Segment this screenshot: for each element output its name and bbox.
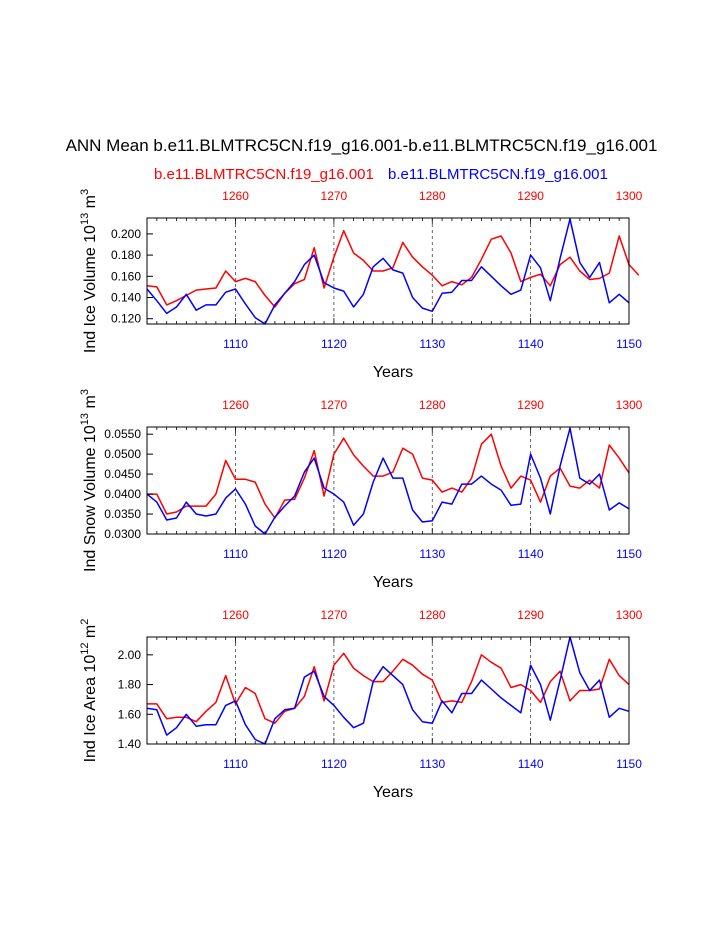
panel3-xtick-label-top: 1260 [222, 608, 249, 622]
panel2-ytick-label: 0.0550 [104, 427, 141, 441]
panel1-xtick-label-bottom: 1110 [223, 337, 248, 351]
panel3-xtick-label-bottom: 1130 [419, 757, 445, 771]
panel3-xtick-label-top: 1280 [419, 608, 446, 622]
panel1-ytick-label: 0.200 [111, 227, 141, 241]
panel2-frame [146, 426, 630, 535]
panel2-xtick-label-top: 1260 [222, 398, 249, 412]
panel1-ylabel: Ind Ice Volume 1013 m3 [79, 189, 99, 353]
panel2-xtick-label-top: 1290 [517, 398, 544, 412]
panel3-xtick-label-bottom: 1110 [223, 757, 248, 771]
panel1-xtick-label-bottom: 1140 [518, 337, 544, 351]
panel3-xlabel: Years [373, 784, 413, 801]
panel2-xlabel: Years [373, 574, 413, 591]
panel3-xtick-label-bottom: 1120 [321, 757, 347, 771]
panel2-xtick-label-top: 1270 [321, 398, 348, 412]
panel3-ytick-label: 1.60 [118, 707, 142, 721]
panel2-ytick-label: 0.0350 [104, 507, 141, 521]
panel3-ytick-label: 1.40 [118, 737, 142, 751]
panel1-xlabel: Years [373, 364, 413, 381]
panel1-frame [146, 217, 630, 325]
panel2-xtick-label-bottom: 1140 [518, 547, 544, 561]
panel3-xtick-label-bottom: 1150 [616, 757, 642, 771]
panel1-xtick-label-top: 1300 [616, 189, 643, 203]
panel3-xtick-label-top: 1290 [517, 608, 544, 622]
legend-case-red: b.e11.BLMTRC5CN.f19_g16.001 [154, 166, 374, 183]
panel2-series-red [147, 433, 630, 519]
panel1-xtick-label-top: 1280 [419, 189, 446, 203]
panel2-xtick-label-bottom: 1130 [419, 547, 445, 561]
panel3-ytick-label: 1.80 [118, 678, 142, 692]
panel1-xtick-label-bottom: 1150 [616, 337, 642, 351]
panel2-ytick-label: 0.0450 [104, 467, 141, 481]
panel2-ytick-label: 0.0400 [104, 487, 141, 501]
legend-case-blue: b.e11.BLMTRC5CN.f19_g16.001 [388, 166, 608, 183]
panel3-ytick-label: 2.00 [118, 648, 142, 662]
panel3-xtick-label-bottom: 1140 [518, 757, 544, 771]
panel3-series-blue [146, 636, 630, 745]
panel2-xtick-label-bottom: 1120 [321, 547, 347, 561]
panel2-ytick-label: 0.0500 [104, 447, 141, 461]
panel3-xtick-label-top: 1300 [616, 608, 643, 622]
panel2-xtick-label-top: 1280 [419, 398, 446, 412]
panel1-series-blue [146, 218, 630, 325]
panel3-frame [146, 636, 630, 745]
panel1-ytick-label: 0.180 [111, 248, 141, 262]
panel2-xtick-label-bottom: 1110 [223, 547, 248, 561]
panel2-ytick-label: 0.0300 [104, 527, 141, 541]
panel1-xtick-label-top: 1260 [222, 189, 249, 203]
panel2-xtick-label-bottom: 1150 [616, 547, 642, 561]
panel2-ylabel: Ind Snow Volume 1013 m3 [79, 389, 99, 572]
panel1-xtick-label-bottom: 1130 [419, 337, 445, 351]
panel1-ytick-label: 0.160 [111, 269, 141, 283]
panel1-ytick-label: 0.120 [111, 312, 141, 326]
panel1-xtick-label-top: 1270 [321, 189, 348, 203]
panel3-ylabel: Ind Ice Area 1012 m2 [79, 619, 99, 763]
panel2-xtick-label-top: 1300 [616, 398, 643, 412]
panel3-series-red [147, 652, 630, 724]
panel1-ytick-label: 0.140 [111, 291, 141, 305]
figure-title: ANN Mean b.e11.BLMTRC5CN.f19_g16.001-b.e… [65, 136, 658, 155]
panel3-xtick-label-top: 1270 [321, 608, 348, 622]
panel1-xtick-label-top: 1290 [517, 189, 544, 203]
panel2-series-blue [146, 427, 630, 535]
panel1-xtick-label-bottom: 1120 [321, 337, 347, 351]
